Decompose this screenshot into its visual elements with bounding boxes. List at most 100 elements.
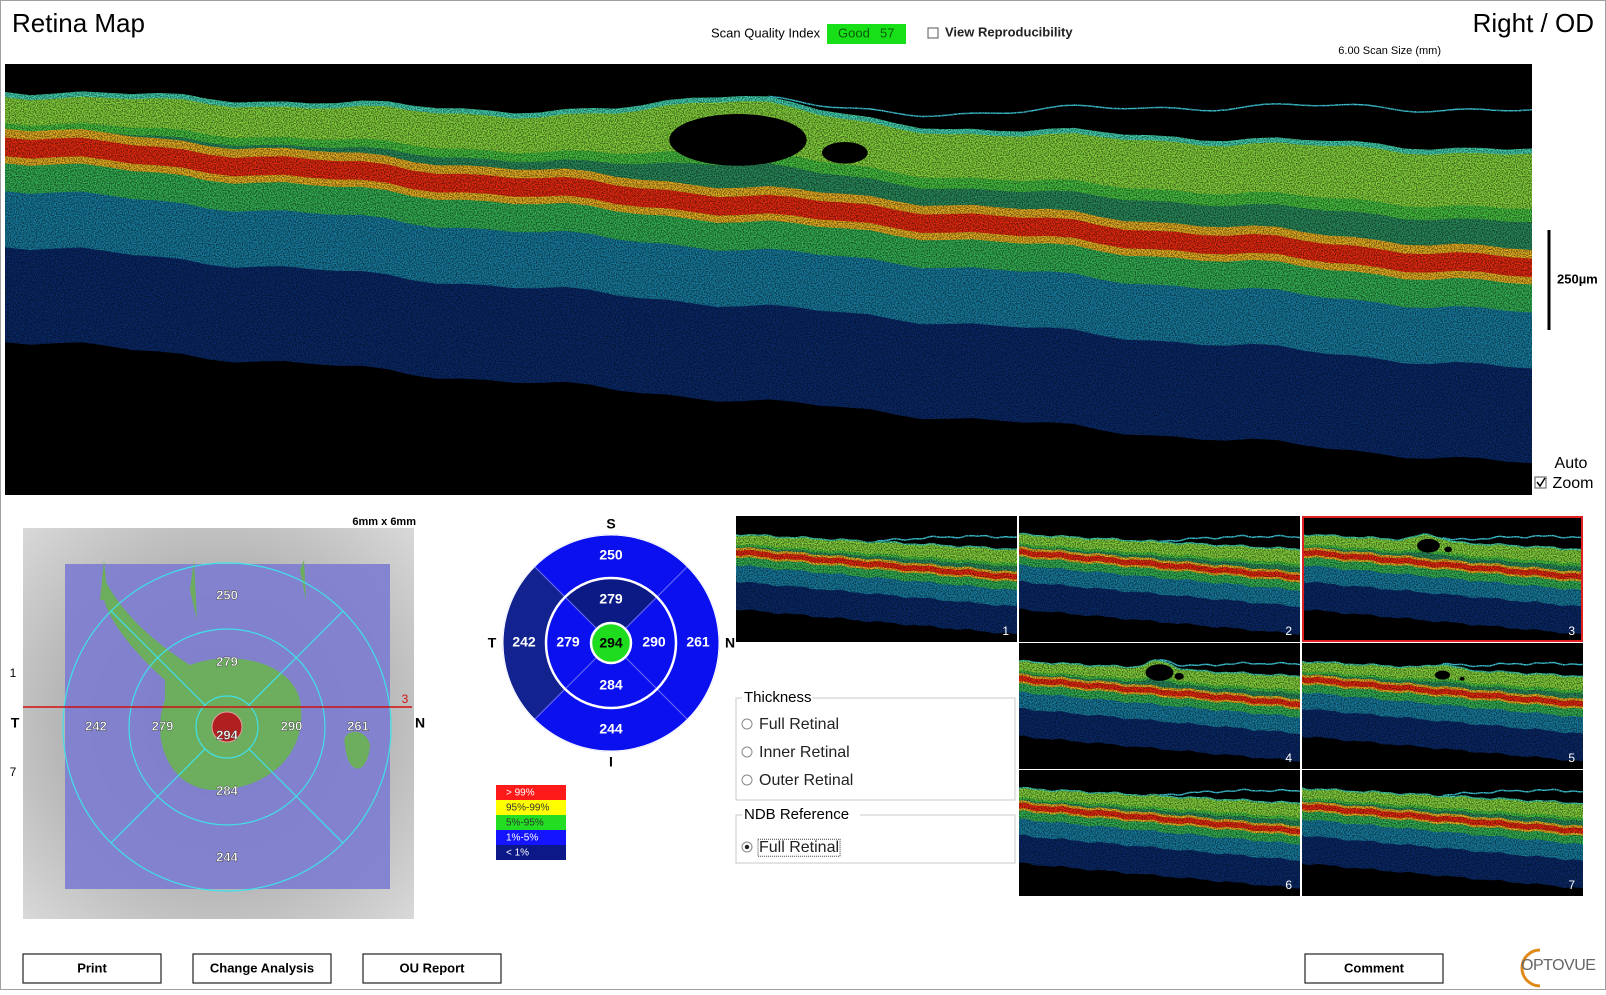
map-value: 290 <box>281 718 303 733</box>
legend-swatch <box>496 845 566 860</box>
map-center-region <box>211 711 243 743</box>
group-box <box>735 697 1016 801</box>
logo-mark <box>1520 948 1541 988</box>
map-value: 250 <box>216 587 238 602</box>
button-label[interactable]: Change Analysis <box>210 960 314 975</box>
map-size-label: 6mm x 6mm <box>352 516 416 528</box>
radio-button[interactable] <box>741 718 753 730</box>
thumbnail-number: 3 <box>1568 624 1575 638</box>
page-title: Retina Map <box>12 8 145 38</box>
sector-direction: N <box>725 635 735 651</box>
speckle <box>1302 643 1583 769</box>
bscan-layers <box>736 516 1017 642</box>
radio-label[interactable]: Inner Retinal <box>759 744 850 761</box>
radio-label[interactable]: Outer Retinal <box>759 772 853 789</box>
bscan[interactable] <box>1302 770 1583 896</box>
thumbnail-number: 4 <box>1285 751 1292 765</box>
thumbnail-number: 6 <box>1285 878 1292 892</box>
sector-value: 279 <box>599 591 623 607</box>
sector-value: 290 <box>642 634 666 650</box>
map-ring <box>195 695 259 759</box>
legend-label: 5%-95% <box>506 818 544 829</box>
map-value: 279 <box>152 718 174 733</box>
bscan[interactable] <box>1019 770 1300 896</box>
button[interactable] <box>1304 953 1444 984</box>
speckle <box>1019 770 1300 896</box>
button-label[interactable]: Print <box>77 960 107 975</box>
button-label[interactable]: OU Report <box>400 960 466 975</box>
map-ring <box>62 562 392 892</box>
group-title: Thickness <box>744 689 812 706</box>
bscan-layers <box>1302 770 1583 896</box>
eye-label: Right / OD <box>1473 8 1594 38</box>
focus-outline <box>757 838 841 857</box>
thumbnail-number: 5 <box>1568 751 1575 765</box>
map-side-label: T <box>11 715 20 731</box>
speckle <box>1302 516 1583 642</box>
group-box <box>735 814 1016 864</box>
bscan-image <box>5 64 1532 495</box>
map-divider <box>110 610 206 706</box>
view-reproducibility-label[interactable]: View Reproducibility <box>945 24 1073 39</box>
speckle <box>1019 516 1300 642</box>
button[interactable] <box>22 953 162 984</box>
selected-line-number: 3 <box>402 692 409 706</box>
radio-label[interactable]: Full Retinal <box>759 716 839 733</box>
color-legend: > 99% 95%-99% 5%-95% 1%-5% < 1% <box>496 785 566 860</box>
sector-chart: 294 279 250 S 290 261 N 284 244 I 279 242 T <box>488 516 735 770</box>
bscan[interactable] <box>1302 643 1583 769</box>
auto-zoom-label: Auto <box>1555 455 1588 472</box>
speckle <box>736 516 1017 642</box>
sector-value: 250 <box>599 547 623 563</box>
map-value: 279 <box>216 654 238 669</box>
sector-value: 294 <box>599 635 623 651</box>
map-value: 244 <box>216 849 238 864</box>
scan-size: 6.00 Scan Size (mm) <box>1338 45 1441 57</box>
group-title-bg <box>742 807 860 823</box>
button[interactable] <box>192 953 332 984</box>
radio-button[interactable] <box>741 746 753 758</box>
line-tick: 1 <box>10 666 17 680</box>
scale-label: 250µm <box>1557 271 1598 286</box>
sector-value: 242 <box>512 634 536 650</box>
radio-dot[interactable] <box>744 844 750 850</box>
map-side-label: N <box>415 715 425 731</box>
bscan[interactable] <box>1019 516 1300 642</box>
bscan-layers <box>1302 516 1583 642</box>
options-panels: Thickness NDB Reference Full Retinal Inne… <box>735 689 1016 864</box>
bscan[interactable] <box>736 516 1017 642</box>
sector-value: 279 <box>556 634 580 650</box>
bscan[interactable] <box>1019 643 1300 769</box>
checkmark <box>1536 477 1546 488</box>
group-title-bg <box>742 690 812 706</box>
legend-swatch <box>496 800 566 815</box>
auto-zoom-label: Zoom <box>1553 475 1594 492</box>
map-value: 261 <box>347 718 369 733</box>
selected-frame <box>1302 516 1583 642</box>
sector-center <box>589 621 633 665</box>
bscan-layers <box>1019 770 1300 896</box>
view-reproducibility-checkbox[interactable] <box>927 27 939 39</box>
button[interactable] <box>362 953 502 984</box>
speckle <box>5 64 1532 495</box>
speckle <box>1019 643 1300 769</box>
auto-zoom-checkbox[interactable] <box>1534 476 1547 489</box>
sector-value: 261 <box>686 634 710 650</box>
scan-quality-badge <box>827 24 906 44</box>
map-divider <box>248 610 344 706</box>
button-label[interactable]: Comment <box>1344 960 1405 975</box>
thumbnail-number: 2 <box>1285 624 1292 638</box>
thumbnail-number: 7 <box>1568 878 1575 892</box>
radio-label[interactable]: Full Retinal <box>759 839 839 856</box>
speckle <box>1302 770 1583 896</box>
sector-value: 244 <box>599 721 623 737</box>
radio-button[interactable] <box>741 774 753 786</box>
map-value: 242 <box>85 718 107 733</box>
sector-direction: I <box>609 754 613 770</box>
scan-quality-value: 57 <box>880 25 894 40</box>
legend-swatch <box>496 830 566 845</box>
bscan[interactable] <box>1302 516 1583 642</box>
map-value: 284 <box>216 783 238 798</box>
